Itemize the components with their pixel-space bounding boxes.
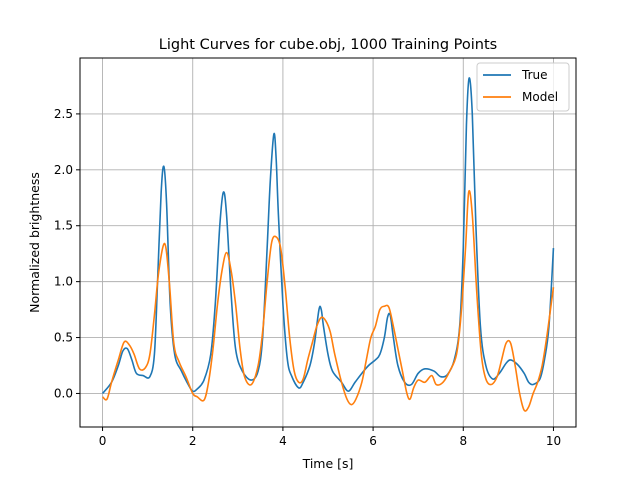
- x-tick-label: 2: [189, 434, 197, 448]
- y-tick-label: 0.5: [54, 331, 73, 345]
- y-tick-label: 0.0: [54, 386, 73, 400]
- series-lines: [101, 77, 555, 412]
- series-line-model: [102, 190, 555, 412]
- x-tick-label: 6: [369, 434, 377, 448]
- y-axis-label: Normalized brightness: [27, 172, 42, 313]
- legend-label: Model: [522, 90, 558, 104]
- x-tick-label: 10: [546, 434, 561, 448]
- y-tick-label: 2.5: [54, 107, 73, 121]
- y-tick-label: 1.0: [54, 275, 73, 289]
- grid: [80, 58, 576, 427]
- chart-title: Light Curves for cube.obj, 1000 Training…: [159, 37, 497, 53]
- x-tick-label: 4: [279, 434, 287, 448]
- legend: True Model: [476, 62, 570, 112]
- axis-ticks: 0 2 4 6 8 10 0.0 0.5 1.0 1.5 2.0 2.5: [54, 107, 561, 448]
- plot-frame: [79, 57, 577, 428]
- x-axis-label: Time [s]: [302, 456, 354, 471]
- y-tick-label: 2.0: [54, 163, 73, 177]
- x-tick-label: 0: [99, 434, 107, 448]
- x-tick-label: 8: [459, 434, 467, 448]
- legend-label: True: [521, 68, 548, 82]
- y-tick-label: 1.5: [54, 219, 73, 233]
